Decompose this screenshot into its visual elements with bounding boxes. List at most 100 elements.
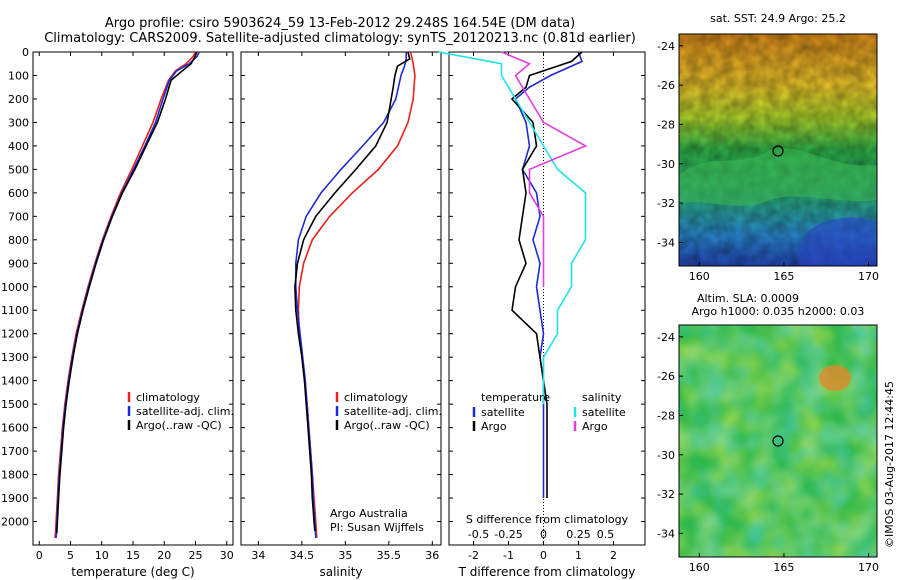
- credit-text: Argo Australia: [330, 507, 408, 520]
- temperature-series-line: [54, 51, 197, 539]
- differences-xlabel: T difference from climatology: [458, 565, 636, 579]
- sla-map-axes: 160 165 170 -24 -26 -28 -30 -32 -34: [657, 331, 879, 574]
- differences-xtick-label: 2: [610, 549, 617, 562]
- depth-tick-label: 300: [8, 116, 29, 129]
- salinity-diff-tick-label: 0.25: [566, 528, 591, 541]
- differences-xtick-label: -2: [468, 549, 479, 562]
- depth-tick-label: 900: [8, 257, 29, 270]
- sla-map-argo-marker: [772, 435, 784, 447]
- sst_map-ytick-label: -26: [657, 79, 675, 92]
- diff-legend-label: Argo: [582, 420, 608, 433]
- timestamp-stamp: ©IMOS 03-Aug-2017 12:44:45: [883, 381, 896, 548]
- depth-tick-label: 500: [8, 163, 29, 176]
- sst_map-ytick-label: -24: [657, 40, 675, 53]
- salinity-legend-label: climatology: [344, 391, 408, 404]
- differences-xtick-label: 0: [540, 549, 547, 562]
- sst_map-ytick-label: -34: [657, 236, 675, 249]
- difference-plot: -2 -1 0 1 2 T difference from climatology -0.5…: [438, 51, 646, 579]
- salinity-xtick-label: 34: [251, 549, 265, 562]
- sst-map-argo-marker: [772, 145, 784, 157]
- temperature-xtick-label: 0: [36, 549, 43, 562]
- sla-map-orange-eddy: [819, 365, 851, 391]
- sst-map-frame: [678, 33, 878, 267]
- sla-map-frame: [678, 324, 878, 558]
- diff-legend-salinity-header: salinity: [582, 391, 622, 404]
- sla_map-ytick-label: -30: [657, 449, 675, 462]
- depth-tick-label: 1000: [1, 281, 29, 294]
- differences-xtick-label: 1: [575, 549, 582, 562]
- depth-tick-label: 700: [8, 210, 29, 223]
- salinity-xtick-label: 35.5: [377, 549, 402, 562]
- depth-tick-label: 1400: [1, 375, 29, 388]
- sst_map-xtick-label: 170: [858, 270, 879, 283]
- depth-tick-label: 1300: [1, 351, 29, 364]
- salinity-plot: 34 34.5 35 35.5 36 salinity climatologysatelli…: [240, 51, 442, 579]
- sla_map-ytick-label: -26: [657, 370, 675, 383]
- temperature-legend-label: climatology: [136, 391, 200, 404]
- salinity-diff-tick-label: 0.5: [597, 528, 615, 541]
- depth-tick-label: 1700: [1, 445, 29, 458]
- temperature-xtick-label: 30: [220, 549, 234, 562]
- salinity-legend-label: satellite-adj. clim.: [344, 405, 442, 418]
- salinity-series-line: [295, 52, 407, 539]
- sla_map-ytick-label: -34: [657, 527, 675, 540]
- salinity-series-line: [297, 51, 416, 539]
- depth-tick-label: 0: [22, 46, 29, 59]
- sst_map-xtick-label: 160: [689, 270, 710, 283]
- diff-legend-label: satellite: [481, 406, 525, 419]
- diff-legend-temperature-header: temperature: [481, 391, 550, 404]
- sla_map-ytick-label: -32: [657, 488, 675, 501]
- differences-series-line: [501, 51, 588, 287]
- sla_map-xtick-label: 165: [773, 561, 794, 574]
- depth-tick-label: 2000: [1, 516, 29, 529]
- depth-tick-label: 1200: [1, 328, 29, 341]
- depth-tick-label: 200: [8, 93, 29, 106]
- differences-series-line: [510, 51, 583, 498]
- sla-map-low-anomalies: [679, 325, 877, 557]
- temperature-xtick-label: 10: [95, 549, 109, 562]
- sla-map-title-line1: Altim. SLA: 0.0009: [697, 292, 799, 305]
- differences-series-line: [514, 51, 584, 498]
- temperature-xtick-label: 5: [67, 549, 74, 562]
- sst-map-blue-patch: [798, 217, 877, 266]
- depth-tick-label: 1500: [1, 398, 29, 411]
- sla-map: Altim. SLA: 0.0009 Argo h1000: 0.035 h20…: [657, 292, 879, 574]
- temperature-legend-label: Argo(..raw -QC): [136, 419, 222, 432]
- salinity-xlabel: salinity: [319, 565, 362, 579]
- temperature-frame: [32, 51, 234, 546]
- sst_map-ytick-label: -32: [657, 197, 675, 210]
- sst-map-title: sat. SST: 24.9 Argo: 25.2: [710, 12, 846, 25]
- sla_map-ytick-label: -28: [657, 409, 675, 422]
- temperature-plot: 0100200300400500600700800900100011001200…: [1, 46, 234, 579]
- differences-frame: [448, 51, 646, 546]
- depth-tick-label: 1100: [1, 304, 29, 317]
- depth-tick-label: 800: [8, 234, 29, 247]
- temperature-xlabel: temperature (deg C): [71, 565, 194, 579]
- temperature-legend-label: satellite-adj. clim.: [136, 405, 234, 418]
- temperature-xtick-label: 15: [126, 549, 140, 562]
- salinity-diff-tick-label: -0.5: [468, 528, 489, 541]
- salinity-legend-label: Argo(..raw -QC): [344, 419, 430, 432]
- sla_map-xtick-label: 160: [689, 561, 710, 574]
- diff-legend-label: satellite: [582, 406, 626, 419]
- sla_map-ytick-label: -24: [657, 331, 675, 344]
- header-line1: Argo profile: csiro 5903624_59 13-Feb-20…: [105, 16, 575, 31]
- depth-tick-label: 400: [8, 140, 29, 153]
- differences-xtick-label: -1: [503, 549, 514, 562]
- depth-tick-label: 100: [8, 69, 29, 82]
- salinity-series-line: [294, 51, 411, 531]
- sst_map-ytick-label: -28: [657, 118, 675, 131]
- salinity-frame: [240, 51, 442, 546]
- temperature-series-line: [55, 51, 201, 539]
- sst-map-green-tongue: [679, 147, 877, 206]
- depth-tick-label: 1900: [1, 492, 29, 505]
- depth-tick-label: 1800: [1, 469, 29, 482]
- sst-map-axes: 160 165 170 -24 -26 -28 -30 -32 -34: [657, 40, 879, 283]
- sla-map-title-line2: Argo h1000: 0.035 h2000: 0.03: [692, 305, 865, 318]
- differences-series-line: [438, 51, 587, 405]
- header-line2: Climatology: CARS2009. Satellite-adjuste…: [44, 31, 636, 46]
- salinity-diff-axis-label: S difference from climatology: [466, 513, 629, 526]
- depth-tick-label: 1600: [1, 422, 29, 435]
- temperature-xtick-label: 20: [157, 549, 171, 562]
